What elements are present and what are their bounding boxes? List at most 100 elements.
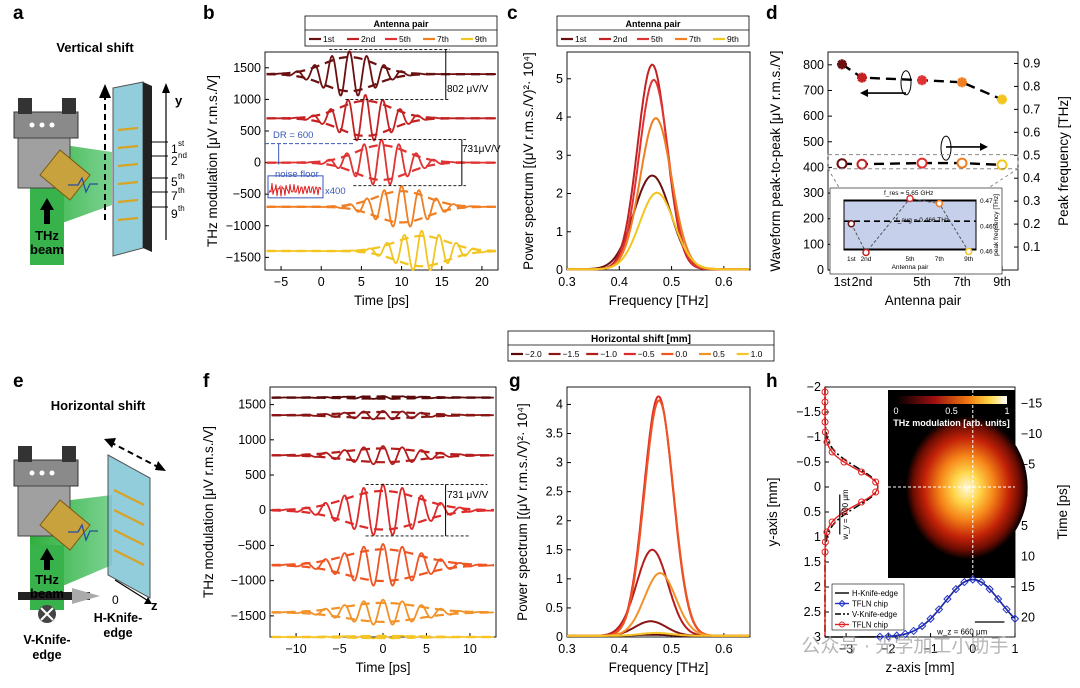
chip-electrodes <box>113 489 145 566</box>
inset-fres: f_res = 5.65 GHz <box>884 190 933 197</box>
y-tick-label: 0 <box>814 480 821 494</box>
inset-point <box>935 199 944 208</box>
parabolic-mirror <box>39 499 91 551</box>
inset-point <box>906 194 914 203</box>
axes-frame <box>566 386 751 638</box>
x-tick-label: 15 <box>435 275 449 289</box>
waveform-7th <box>266 184 496 228</box>
pp-annotation-f: 731 μV/V <box>447 490 489 501</box>
h-knife-label-2: edge <box>103 626 132 640</box>
spectrum-−0.5 <box>567 395 749 637</box>
chart-h-beam-profile: −3 −2 −1 0 1−2−1.5−1−0.500.511.522.53−15−10−… <box>765 380 1070 675</box>
x-tick-label: 20 <box>475 275 489 289</box>
y-tick-label-right: 0.8 <box>1023 79 1040 93</box>
y-axis-label: THz modulation [μV r.m.s./V] <box>205 75 220 247</box>
chart-g-spectrum-horizontal: 0.3 0.4 0.5 0.6 0 0.5 1 1.5 2 2.5 3 3.5 4 Frequency [… <box>515 386 751 675</box>
x-tick-label: 0.6 <box>715 642 732 656</box>
y-tick-label: 500 <box>240 124 261 138</box>
spectrum-5th <box>567 78 749 271</box>
y-tick-label: 2 <box>556 514 563 528</box>
legend-entry: 1st <box>323 34 335 44</box>
beam-arrow-icon <box>40 198 54 210</box>
heatmap-beam <box>905 416 1028 560</box>
x-tick-label: 10 <box>395 275 409 289</box>
y-tick-label: 1000 <box>233 92 261 106</box>
y-tick-label: 2 <box>814 580 821 594</box>
x-tick-label: −1 <box>923 642 937 656</box>
x-tick-label: 0 <box>380 642 387 656</box>
row-label-suffix: th <box>178 204 185 213</box>
legend-entry: 5th <box>399 34 411 44</box>
h-legend-entry: TFLN chip <box>852 621 889 630</box>
y-axis-label: Power spectrum [(μV r.m.s./V)²· 10⁴] <box>521 52 536 270</box>
x-tick-label: 10 <box>463 642 477 656</box>
spectrum-0.5 <box>567 571 749 637</box>
y-tick-label: 3 <box>556 148 563 162</box>
legend-entry: −1.5 <box>563 349 580 359</box>
y-tick-label-right: 0.2 <box>1023 217 1040 231</box>
y-tick-label: 1.5 <box>804 555 821 569</box>
arrow-left-icon <box>860 89 868 98</box>
inset-x-tick: 2nd <box>861 256 872 263</box>
y-tick-label: 2.5 <box>804 605 821 619</box>
freq-axis-indicator <box>940 135 952 161</box>
y-tick-label: 2.5 <box>546 485 563 499</box>
freq-point-9th <box>996 159 1008 171</box>
inset-point <box>862 248 870 257</box>
legend-title: Antenna pair <box>625 19 681 29</box>
x-axis-label: Frequency [THz] <box>609 660 709 675</box>
row-label-n: 2 <box>171 154 178 168</box>
legend-title: Antenna pair <box>373 19 429 29</box>
spectrum-1st <box>567 174 749 271</box>
tfln-chip-vertical <box>824 387 879 636</box>
tfln-chip-side <box>143 82 152 252</box>
tfln-vertical-marker <box>872 478 880 486</box>
y-tick-label: 5 <box>556 72 563 86</box>
y-tick-label: 1.5 <box>546 543 563 557</box>
axis-y-label: y <box>175 93 183 108</box>
panel-label-d: d <box>766 3 778 24</box>
row-label-suffix: th <box>178 172 185 181</box>
y-tick-label-right: 0.6 <box>1023 125 1040 139</box>
y-tick-label-right: −15 <box>1021 397 1042 411</box>
spectrum-1.0 <box>567 631 749 637</box>
tfln-vertical-marker <box>858 498 866 506</box>
waveform-2nd <box>266 93 496 142</box>
knife-edge-bar <box>18 592 90 600</box>
y-axis-label-right: Time [ps] <box>1055 484 1070 539</box>
panel-label-f: f <box>203 371 210 392</box>
h-legend-entry: V-Knife-edge <box>852 610 897 619</box>
y-tick-label: −0.5 <box>796 455 821 469</box>
x-tick-label: 9th <box>993 275 1010 289</box>
horizontal-shift-title: Horizontal shift <box>51 398 146 413</box>
dr-annotation: DR = 600 <box>273 130 313 141</box>
y-tick-label: 300 <box>803 186 824 200</box>
y-axis-label: y-axis [mm] <box>765 478 780 547</box>
beam-arrow-icon <box>40 548 54 560</box>
annotations-b: 802 μV/V 731μV/V DR = 600 noise floor x4… <box>273 84 501 197</box>
panel-label-b: b <box>203 3 215 24</box>
y-tick-label: 200 <box>803 212 824 226</box>
y-tick-label-right: 0.1 <box>1023 240 1040 254</box>
y-tick-label: 1000 <box>238 433 266 447</box>
inset-ylabel: peak frequency [THz] <box>993 194 1000 256</box>
zoom-band <box>827 154 1019 170</box>
pp-annotation-mid: 731μV/V <box>462 144 501 155</box>
chart-d-peak-to-peak: 0 100 200 300 400 500 600 700 800 Antenna pair Wav… <box>768 50 1071 308</box>
y-tick-label-right: −10 <box>1021 427 1042 441</box>
tfln-vertical-marker <box>821 428 829 436</box>
envelope-lower-−0.5 <box>271 509 494 531</box>
tfln-horizontal-marker <box>909 626 918 636</box>
y-tick-label: 4 <box>556 397 563 411</box>
y-axis-label: THz modulation [μV r.m.s./V] <box>201 426 216 598</box>
envelope-lower-0.5 <box>271 611 495 623</box>
legend-antenna-pair-c: Antenna pair 1st 2nd 5th 7th 9th <box>556 15 750 47</box>
x-axis-label: Frequency [THz] <box>609 293 709 308</box>
waveform-icon <box>68 176 98 194</box>
chart-f-time-horizontal: −10 −5 0 5 10 −1500 −1000 −500 0 500 1000 1500 Time … <box>201 386 497 675</box>
x-tick-label: 0.3 <box>558 642 575 656</box>
legend-title: Horizontal shift [mm] <box>591 334 691 345</box>
axes-frame <box>264 51 499 271</box>
